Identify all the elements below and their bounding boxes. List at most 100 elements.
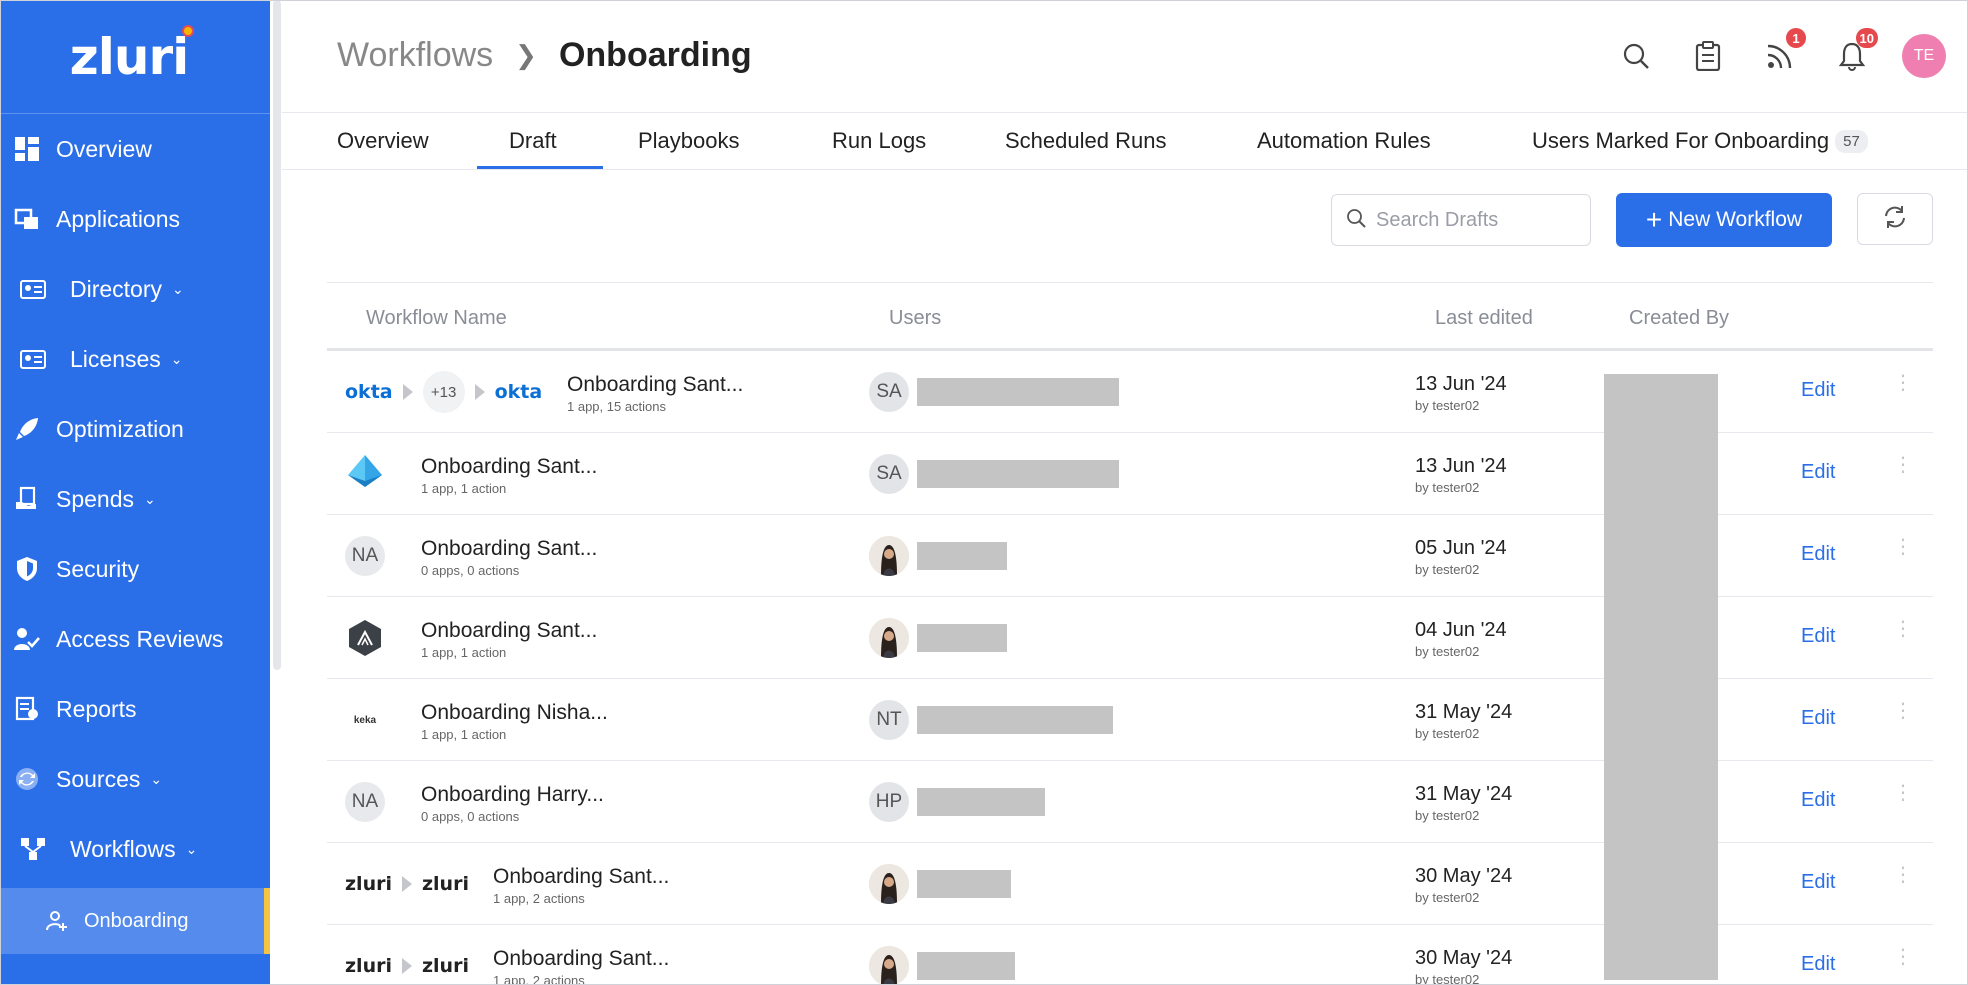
- workflow-name-cell[interactable]: Onboarding Sant... 1 app, 1 action: [421, 455, 597, 496]
- last-edited-date: 13 Jun '24: [1415, 455, 1507, 477]
- workflow-name[interactable]: Onboarding Sant...: [421, 537, 598, 560]
- zluri-logo-icon: zluri: [421, 873, 469, 895]
- sidebar-item-licenses[interactable]: Licenses ⌄: [0, 324, 270, 394]
- sidebar-item-directory[interactable]: Directory ⌄: [0, 254, 270, 324]
- breadcrumb-parent[interactable]: Workflows: [337, 36, 494, 74]
- sidebar-item-spends[interactable]: Spends ⌄: [0, 464, 270, 534]
- workflow-name-cell[interactable]: Onboarding Sant... 1 app, 2 actions: [493, 947, 669, 985]
- search-icon[interactable]: [1616, 36, 1656, 76]
- more-options-icon[interactable]: ⋮: [1893, 700, 1913, 722]
- workflow-name[interactable]: Onboarding Sant...: [421, 455, 598, 478]
- refresh-button[interactable]: [1857, 193, 1933, 245]
- workflow-app-icons: [345, 433, 385, 515]
- sidebar-item-overview[interactable]: Overview: [0, 114, 270, 184]
- table-row[interactable]: NA Onboarding Sant... 0 apps, 0 actions …: [327, 515, 1933, 597]
- tab-playbooks[interactable]: Playbooks: [638, 128, 740, 153]
- sidebar-item-sources[interactable]: Sources ⌄: [0, 744, 270, 814]
- edit-link[interactable]: Edit: [1801, 871, 1836, 893]
- table-row[interactable]: zluri zluri Onboarding Sant... 1 app, 2 …: [327, 925, 1933, 985]
- user-photo-avatar: [869, 536, 909, 576]
- table-row[interactable]: NA Onboarding Harry... 0 apps, 0 actions…: [327, 761, 1933, 843]
- tab-draft[interactable]: Draft: [509, 128, 557, 153]
- new-workflow-button[interactable]: + New Workflow: [1616, 193, 1832, 247]
- zluri-logo[interactable]: zluri: [0, 0, 270, 114]
- user-add-icon: [46, 910, 68, 932]
- table-row[interactable]: keka Onboarding Nisha... 1 app, 1 action…: [327, 679, 1933, 761]
- last-edited-date: 04 Jun '24: [1415, 619, 1507, 641]
- more-options-icon[interactable]: ⋮: [1893, 372, 1913, 394]
- sidebar-scrollbar[interactable]: [273, 0, 281, 670]
- user-photo-avatar: [869, 946, 909, 985]
- edit-link[interactable]: Edit: [1801, 543, 1836, 565]
- sidebar-item-optimization[interactable]: Optimization: [0, 394, 270, 464]
- bell-icon[interactable]: 10: [1832, 28, 1878, 76]
- workflow-name[interactable]: Onboarding Sant...: [421, 619, 598, 642]
- last-edited-cell: 31 May '24 by tester02: [1415, 701, 1512, 741]
- more-options-icon[interactable]: ⋮: [1893, 864, 1913, 886]
- table-row[interactable]: zluri zluri Onboarding Sant... 1 app, 2 …: [327, 843, 1933, 925]
- workflow-name-cell[interactable]: Onboarding Sant... 0 apps, 0 actions: [421, 537, 597, 578]
- edit-link[interactable]: Edit: [1801, 789, 1836, 811]
- license-icon: [18, 344, 48, 374]
- sidebar-item-reports[interactable]: Reports: [0, 674, 270, 744]
- workflow-name-cell[interactable]: Onboarding Sant... 1 app, 1 action: [421, 619, 597, 660]
- sidebar-item-applications[interactable]: Applications: [0, 184, 270, 254]
- table-row[interactable]: Onboarding Sant... 1 app, 1 action 04 Ju…: [327, 597, 1933, 679]
- workflow-app-icons: zluri zluri: [345, 843, 469, 925]
- workflow-name[interactable]: Onboarding Harry...: [421, 783, 604, 806]
- sidebar-item-security[interactable]: Security: [0, 534, 270, 604]
- tab-overview[interactable]: Overview: [337, 128, 429, 153]
- workflow-name-cell[interactable]: Onboarding Harry... 0 apps, 0 actions: [421, 783, 604, 824]
- column-header-workflow-name[interactable]: Workflow Name: [366, 307, 507, 329]
- more-options-icon[interactable]: ⋮: [1893, 536, 1913, 558]
- last-edited-cell: 04 Jun '24 by tester02: [1415, 619, 1507, 659]
- workflow-summary: 1 app, 2 actions: [493, 973, 585, 985]
- clipboard-icon[interactable]: [1688, 36, 1728, 76]
- workflow-summary: 1 app, 15 actions: [567, 399, 667, 414]
- sidebar-item-workflows[interactable]: Workflows ⌄: [0, 814, 270, 884]
- arrow-right-icon: [401, 958, 412, 974]
- tab-users-marked-for-onboarding[interactable]: Users Marked For Onboarding 57: [1532, 128, 1868, 154]
- edit-link[interactable]: Edit: [1801, 379, 1836, 401]
- edited-by: by tester02: [1415, 808, 1480, 823]
- workflow-name[interactable]: Onboarding Sant...: [567, 373, 744, 396]
- sidebar-subitem-onboarding[interactable]: Onboarding: [0, 888, 270, 954]
- workflow-name[interactable]: Onboarding Nisha...: [421, 701, 608, 724]
- edit-link[interactable]: Edit: [1801, 707, 1836, 729]
- sidebar-item-label: Applications: [56, 205, 181, 232]
- more-options-icon[interactable]: ⋮: [1893, 946, 1913, 968]
- redacted-user-name: [917, 706, 1113, 734]
- more-options-icon[interactable]: ⋮: [1893, 782, 1913, 804]
- azure-ad-logo-icon: [345, 452, 385, 497]
- search-drafts-input[interactable]: [1376, 208, 1576, 232]
- edit-link[interactable]: Edit: [1801, 461, 1836, 483]
- tab-scheduled-runs[interactable]: Scheduled Runs: [1005, 128, 1167, 153]
- rss-feed-icon[interactable]: 1: [1760, 28, 1806, 76]
- chevron-down-icon: ⌄: [144, 490, 156, 507]
- last-edited-date: 13 Jun '24: [1415, 373, 1507, 395]
- tab-run-logs[interactable]: Run Logs: [832, 128, 927, 153]
- table-row[interactable]: okta +13 okta Onboarding Sant... 1 app, …: [327, 351, 1933, 433]
- sidebar-item-access-reviews[interactable]: Access Reviews: [0, 604, 270, 674]
- tab-automation-rules[interactable]: Automation Rules: [1257, 128, 1431, 153]
- zluri-logo-icon: zluri: [421, 955, 469, 977]
- search-drafts-box[interactable]: [1331, 194, 1591, 246]
- user-avatar[interactable]: TE: [1902, 34, 1946, 78]
- column-header-created-by: Created By: [1629, 307, 1730, 329]
- workflow-name-cell[interactable]: Onboarding Sant... 1 app, 15 actions: [567, 373, 743, 414]
- workflow-name-cell[interactable]: Onboarding Sant... 1 app, 2 actions: [493, 865, 669, 906]
- users-cell: NT: [869, 679, 1113, 761]
- app-initials-avatar: NA: [345, 536, 385, 576]
- workflow-name[interactable]: Onboarding Sant...: [493, 947, 670, 970]
- more-options-icon[interactable]: ⋮: [1893, 618, 1913, 640]
- workflow-name[interactable]: Onboarding Sant...: [493, 865, 670, 888]
- more-options-icon[interactable]: ⋮: [1893, 454, 1913, 476]
- table-row[interactable]: Onboarding Sant... 1 app, 1 action SA 13…: [327, 433, 1933, 515]
- last-edited-date: 31 May '24: [1415, 701, 1513, 723]
- edit-link[interactable]: Edit: [1801, 953, 1836, 975]
- column-header-last-edited[interactable]: Last edited: [1435, 307, 1533, 329]
- edit-link[interactable]: Edit: [1801, 625, 1836, 647]
- users-cell: SA: [869, 351, 1119, 433]
- sidebar-subitem-label: Onboarding: [84, 909, 189, 932]
- workflow-name-cell[interactable]: Onboarding Nisha... 1 app, 1 action: [421, 701, 608, 742]
